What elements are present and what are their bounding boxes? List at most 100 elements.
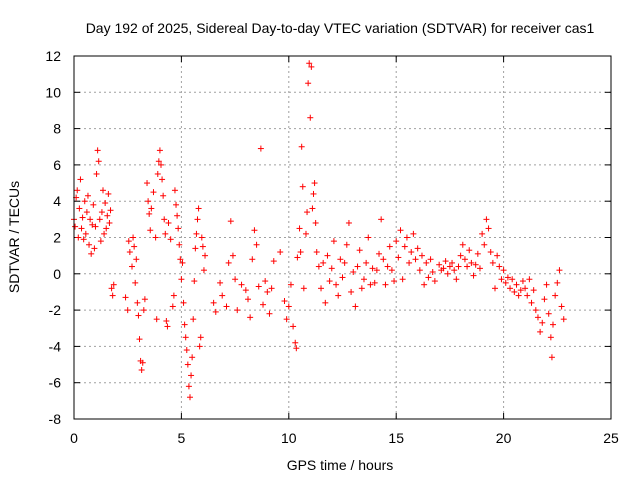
data-point (476, 265, 483, 272)
data-point (139, 359, 146, 366)
data-point (425, 274, 432, 281)
data-point (159, 176, 166, 183)
data-point (442, 258, 449, 265)
data-point (138, 366, 145, 373)
data-point (369, 265, 376, 272)
data-point (324, 252, 331, 259)
data-point (310, 190, 317, 197)
data-point (76, 205, 83, 212)
data-point (556, 267, 563, 274)
data-point (140, 307, 147, 314)
data-point (494, 252, 501, 259)
data-point (188, 372, 195, 379)
data-point (299, 183, 306, 190)
data-point (356, 247, 363, 254)
data-point (145, 198, 152, 205)
data-point (335, 292, 342, 299)
data-point (161, 216, 168, 223)
data-point (530, 287, 537, 294)
data-point (130, 234, 137, 241)
data-point (167, 236, 174, 243)
data-point (93, 170, 100, 177)
data-point (330, 238, 337, 245)
data-point (217, 279, 224, 286)
data-point (174, 212, 181, 219)
data-point (155, 158, 162, 165)
data-point (199, 243, 206, 250)
data-point (72, 223, 79, 230)
data-point (169, 303, 176, 310)
y-tick-label: 12 (45, 48, 61, 64)
y-tick-label: -6 (49, 375, 62, 391)
x-tick-label: 0 (70, 430, 78, 446)
data-point (185, 383, 192, 390)
data-point (472, 261, 479, 268)
data-point (313, 249, 320, 256)
data-point (81, 198, 88, 205)
data-point (305, 80, 312, 87)
data-point (257, 145, 264, 152)
data-point (504, 274, 511, 281)
data-point (152, 234, 159, 241)
data-point (423, 259, 430, 266)
data-point (509, 276, 516, 283)
data-point (134, 299, 141, 306)
data-point (539, 319, 546, 326)
data-point (270, 258, 277, 265)
data-point (352, 303, 359, 310)
data-point (376, 250, 383, 257)
data-point (285, 303, 292, 310)
data-point (193, 230, 200, 237)
data-point (175, 225, 182, 232)
data-point (183, 347, 190, 354)
data-point (229, 252, 236, 259)
data-point (106, 219, 113, 226)
data-point (293, 345, 300, 352)
data-point (391, 278, 398, 285)
data-point (545, 310, 552, 317)
x-axis-label: GPS time / hours (287, 457, 394, 473)
data-point (287, 281, 294, 288)
data-point (343, 241, 350, 248)
data-point (150, 189, 157, 196)
data-point (225, 259, 232, 266)
data-point (184, 361, 191, 368)
chart-title: Day 192 of 2025, Sidereal Day-to-day VTE… (86, 20, 595, 36)
data-point (162, 230, 169, 237)
data-point (345, 219, 352, 226)
data-point (135, 312, 142, 319)
data-point (485, 225, 492, 232)
data-point (350, 268, 357, 275)
data-point (124, 307, 131, 314)
data-point (315, 263, 322, 270)
data-point (459, 241, 466, 248)
data-point (148, 205, 155, 212)
data-point (436, 261, 443, 268)
data-point (532, 307, 539, 314)
data-point (457, 252, 464, 259)
data-point (88, 250, 95, 257)
data-point (212, 308, 219, 315)
data-point (227, 218, 234, 225)
data-point (180, 299, 187, 306)
data-point (182, 334, 189, 341)
data-point (294, 254, 301, 261)
data-point (260, 301, 267, 308)
x-tick-label: 20 (496, 430, 512, 446)
data-point (200, 267, 207, 274)
data-point (386, 243, 393, 250)
data-point (550, 321, 557, 328)
data-point (191, 278, 198, 285)
data-point (311, 180, 318, 187)
data-point (156, 147, 163, 154)
data-point (78, 225, 85, 232)
data-point (401, 243, 408, 250)
data-point (466, 247, 473, 254)
data-point (268, 285, 275, 292)
data-point (153, 316, 160, 323)
data-point (91, 245, 98, 252)
data-point (232, 276, 239, 283)
data-point (147, 227, 154, 234)
y-tick-label: -2 (49, 302, 62, 318)
data-point (487, 249, 494, 256)
